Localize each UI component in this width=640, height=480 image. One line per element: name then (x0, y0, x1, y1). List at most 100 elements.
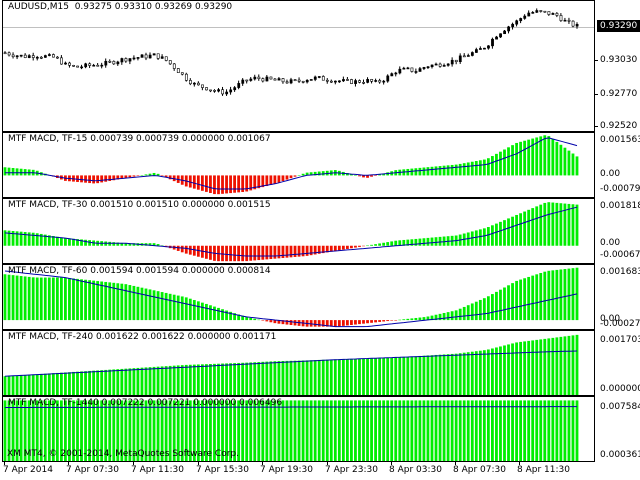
macd-bar-positive (390, 400, 394, 461)
macd-bar-positive (104, 400, 108, 461)
macd-bar-positive (559, 144, 563, 176)
macd-bar-positive (495, 400, 498, 461)
macd-bar-positive (418, 400, 422, 461)
price-pane[interactable]: AUDUSD,M15 0.93275 0.93310 0.93269 0.932… (0, 0, 640, 132)
macd-bar-positive (551, 337, 555, 395)
price-chart[interactable]: AUDUSD,M15 0.93275 0.93310 0.93269 0.932… (2, 0, 595, 132)
macd-bar-positive (345, 359, 349, 395)
macd-bar-positive (414, 238, 418, 246)
macd-bar-positive (466, 305, 470, 321)
macd-pane-tf1440[interactable]: MTF MACD, TF-1440 0.007222 0.007221 0.00… (0, 396, 640, 462)
macd-bar-positive (478, 350, 482, 395)
macd-bar-positive (551, 400, 555, 461)
macd-bar-positive (370, 358, 373, 395)
macd-bar-positive (31, 400, 35, 461)
macd-bar-positive (108, 400, 112, 461)
candle-bear (438, 63, 442, 67)
macd-bar-positive (184, 400, 188, 461)
macd-bar-positive (503, 287, 506, 321)
macd-bar-positive (108, 241, 112, 246)
price-tick-3: 0.92520 (600, 121, 638, 131)
macd-bar-negative (269, 175, 273, 185)
macd-bar-positive (422, 317, 426, 321)
macd-bar-positive (418, 317, 422, 321)
macd-bar-positive (317, 400, 321, 461)
macd-pane-tf30[interactable]: MTF MACD, TF-30 0.001510 0.001510 0.0000… (0, 198, 640, 264)
macd-bar-positive (221, 309, 224, 321)
macd-bar-positive (116, 369, 120, 395)
copyright-text: XM MT4, © 2001-2014, MetaQuotes Software… (7, 449, 239, 459)
macd-bar-positive (366, 400, 369, 461)
macd-bar-negative (362, 175, 365, 178)
macd-bar-positive (180, 296, 184, 321)
macd-chart-tf15[interactable]: MTF MACD, TF-15 0.000739 0.000739 0.0000… (2, 132, 595, 198)
macd-bar-negative (213, 175, 216, 195)
macd-chart-tf1440[interactable]: MTF MACD, TF-1440 0.007222 0.007221 0.00… (2, 396, 595, 462)
macd-bar-positive (547, 400, 551, 461)
macd-title-tf30: MTF MACD, TF-30 0.001510 0.001510 0.0000… (8, 200, 271, 210)
candle-bear (281, 78, 285, 83)
macd-bar-negative (325, 320, 329, 327)
candle-bear (172, 63, 176, 69)
macd-bar-positive (414, 168, 418, 176)
candle-bull (499, 33, 502, 38)
macd-bar-positive (128, 285, 132, 321)
macd-bar-positive (410, 356, 414, 395)
macd-bar-positive (410, 239, 414, 246)
candle-bull (426, 66, 430, 69)
candle-bull (390, 73, 394, 77)
macd-chart-tf60[interactable]: MTF MACD, TF-60 0.001594 0.001594 0.0000… (2, 264, 595, 330)
macd-bar-positive (519, 279, 523, 321)
macd-bar-negative (233, 175, 237, 193)
macd-bar-negative (317, 245, 321, 254)
macd-bar-positive (68, 238, 71, 246)
candle-bear (180, 72, 184, 75)
macd-bar-positive (531, 208, 535, 246)
macd-bar-positive (19, 375, 23, 395)
candle-bear (7, 52, 11, 56)
macd-pane-tf15[interactable]: MTF MACD, TF-15 0.000739 0.000739 0.0000… (0, 132, 640, 198)
macd-bar-positive (321, 171, 325, 176)
candle-bull (265, 76, 269, 82)
macd-bar-positive (410, 400, 414, 461)
macd-bar-positive (132, 400, 136, 461)
macd-chart-tf30[interactable]: MTF MACD, TF-30 0.001510 0.001510 0.0000… (2, 198, 595, 264)
macd-bar-positive (478, 160, 482, 176)
candle-bull (511, 23, 515, 28)
candle-bear (462, 55, 466, 58)
macd-chart-tf240[interactable]: MTF MACD, TF-240 0.001622 0.001622 0.000… (2, 330, 595, 396)
macd-bar-positive (229, 363, 232, 395)
macd-bar-positive (466, 232, 470, 246)
macd-bar-positive (192, 400, 196, 461)
macd-pane-tf60[interactable]: MTF MACD, TF-60 0.001594 0.001594 0.0000… (0, 264, 640, 330)
macd-bar-positive (80, 279, 83, 321)
macd-bar-positive (285, 400, 289, 461)
macd-bar-positive (329, 359, 333, 395)
macd-bar-positive (3, 376, 7, 395)
candle-bear (205, 87, 208, 91)
tickmark (594, 126, 598, 127)
macd-bar-negative (277, 320, 281, 324)
macd-bar-positive (11, 375, 15, 395)
macd-bar-negative (370, 320, 373, 323)
macd-bar-negative (277, 175, 281, 183)
candle-bull (19, 54, 23, 57)
macd-bar-positive (539, 204, 543, 246)
macd-bar-positive (450, 164, 454, 176)
macd-bar-positive (120, 400, 124, 461)
macd-bar-negative (345, 245, 349, 249)
macd-pane-tf240[interactable]: MTF MACD, TF-240 0.001622 0.001622 0.000… (0, 330, 640, 396)
macd-bar-positive (144, 367, 148, 395)
candle-bear (184, 73, 188, 81)
macd-tf60-tick-bottom: -0.000272 (600, 319, 640, 329)
macd-bar-positive (120, 368, 124, 395)
candle-bear (261, 78, 265, 82)
xmark (262, 462, 263, 465)
macd-bar-positive (35, 400, 39, 461)
macd-axis-tf1440: 0.007584 0.000361 (594, 396, 640, 462)
macd-bar-positive (507, 218, 510, 246)
macd-bar-negative (221, 175, 224, 194)
candle-bull (249, 78, 253, 81)
candle-bear (378, 80, 382, 83)
time-label-8: 8 Apr 11:30 (517, 465, 570, 475)
